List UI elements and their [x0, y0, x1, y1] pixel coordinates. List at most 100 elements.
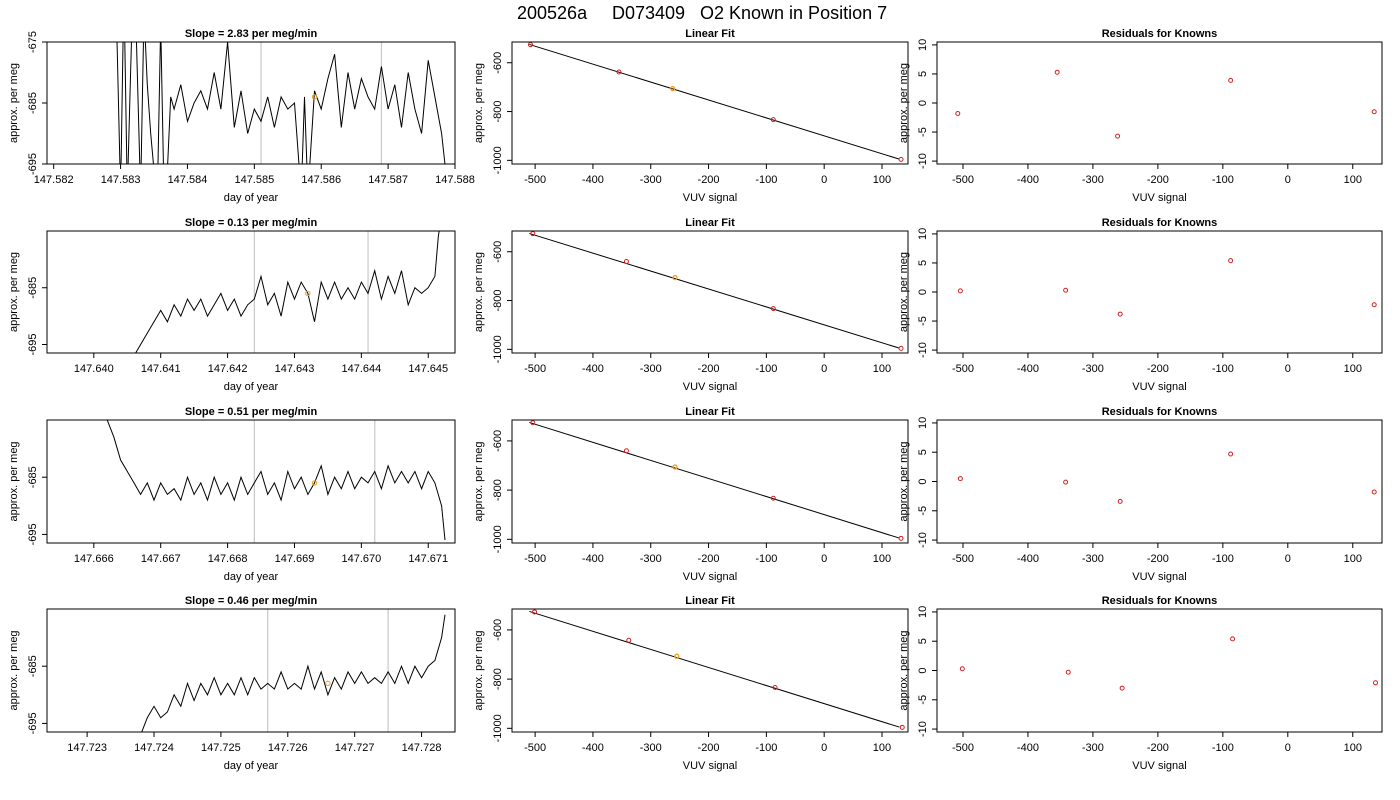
y-tick-label: -800	[492, 479, 504, 501]
panel-4-3: Residuals for Knowns-500 -400 -300 -200 -100…	[898, 595, 1383, 772]
x-tick-label: 100	[873, 363, 891, 375]
known-point	[1371, 489, 1377, 495]
y-tick-label: 0	[917, 100, 929, 106]
y-axis-label: approx. per meg	[8, 630, 20, 710]
fit-line	[529, 421, 900, 539]
plot-frame	[936, 608, 1383, 733]
y-tick-label: -800	[492, 101, 504, 123]
known-point	[770, 117, 776, 123]
sample-marker	[311, 480, 318, 486]
plot-frame	[511, 419, 909, 544]
known-point	[1063, 287, 1069, 293]
x-tick-label: -200	[698, 553, 720, 565]
known-point	[530, 231, 536, 237]
x-tick-label: -400	[582, 553, 604, 565]
x-tick-label: -500	[524, 174, 546, 186]
plot-data	[529, 420, 904, 541]
y-tick-label: -600	[492, 619, 504, 641]
known-point	[770, 306, 776, 312]
known-point	[1228, 451, 1234, 457]
x-tick-label: -200	[698, 363, 720, 375]
y-tick-label: -600	[492, 430, 504, 452]
x-tick-label: -400	[582, 174, 604, 186]
x-tick-label: 147.670	[341, 553, 381, 565]
x-tick-label: 147.584	[168, 174, 208, 186]
x-tick-label: 147.727	[335, 742, 375, 754]
plot-data	[141, 614, 446, 732]
x-tick-label: 147.724	[134, 742, 174, 754]
x-tick-label: -400	[1017, 363, 1039, 375]
y-tick-label: -695	[27, 333, 39, 355]
x-tick-label: -100	[1212, 553, 1234, 565]
panel-1-3: Residuals for Knowns-500 -400 -300 -200 -100…	[898, 28, 1383, 204]
x-tick-label: -300	[640, 553, 662, 565]
x-tick-label: -500	[952, 742, 974, 754]
known-point	[1371, 302, 1377, 308]
x-tick-label: -300	[640, 174, 662, 186]
known-point	[959, 666, 965, 672]
y-tick-label: 10	[917, 39, 929, 51]
known-point	[1230, 636, 1236, 642]
x-axis-label: day of year	[224, 571, 279, 583]
x-tick-label: -200	[698, 174, 720, 186]
known-point	[1054, 69, 1060, 75]
x-tick-label: -100	[755, 174, 777, 186]
x-tick-label: -500	[952, 553, 974, 565]
y-tick-label: -5	[917, 127, 929, 137]
x-tick-label: 0	[821, 174, 827, 186]
x-tick-label: 147.642	[208, 363, 248, 375]
panel-4-1: Slope = 0.46 per meg/min 147.723 147.724 14…	[8, 595, 456, 772]
trace-line	[135, 231, 440, 353]
trace-line	[141, 614, 446, 732]
x-tick-label: -200	[698, 742, 720, 754]
y-tick-label: -1000	[492, 146, 504, 174]
y-tick-label: -685	[27, 92, 39, 114]
known-point	[1117, 498, 1123, 504]
plot-data	[527, 42, 904, 162]
panel-3-2: Linear Fit-500 -400 -300 -200 -100 0 100-600-8…	[473, 406, 909, 583]
known-point	[1373, 680, 1379, 686]
x-tick-label: 147.669	[275, 553, 315, 565]
x-tick-label: 147.582	[34, 174, 74, 186]
x-axis-label: day of year	[224, 760, 279, 772]
panel-2-1: Slope = 0.13 per meg/min 147.640 147.641 14…	[8, 217, 456, 393]
x-tick-label: -100	[755, 363, 777, 375]
x-tick-label: 147.645	[408, 363, 448, 375]
x-tick-label: -100	[1212, 363, 1234, 375]
known-point	[957, 288, 963, 294]
plot-data	[529, 231, 904, 351]
y-tick-label: 5	[917, 449, 929, 455]
x-tick-label: -300	[1082, 742, 1104, 754]
trace-line	[106, 420, 446, 541]
x-tick-label: -500	[524, 742, 546, 754]
x-tick-label: -100	[1212, 174, 1234, 186]
x-axis-label: VUV signal	[683, 760, 737, 772]
y-tick-label: -10	[917, 532, 929, 548]
y-axis-label: approx. per meg	[8, 441, 20, 521]
panel-title: Linear Fit	[685, 217, 735, 229]
panel-3-3: Residuals for Knowns-500 -400 -300 -200 -100…	[898, 406, 1383, 583]
y-axis-label: approx. per meg	[473, 630, 485, 710]
x-axis-label: VUV signal	[683, 192, 737, 204]
x-tick-label: 147.588	[435, 174, 475, 186]
y-tick-label: -695	[27, 523, 39, 545]
x-tick-label: 147.585	[234, 174, 274, 186]
y-tick-label: 0	[917, 667, 929, 673]
y-tick-label: -10	[917, 153, 929, 169]
x-tick-label: -200	[1147, 363, 1169, 375]
y-axis-label: approx. per meg	[898, 252, 910, 332]
plot-frame	[46, 608, 456, 733]
fit-line	[529, 610, 900, 728]
y-tick-label: -1000	[492, 525, 504, 553]
figure-title-run-id: 200526a	[517, 3, 588, 23]
panel-title: Slope = 0.51 per meg/min	[185, 406, 318, 418]
sample-point	[670, 86, 676, 92]
x-tick-label: 147.723	[67, 742, 107, 754]
known-point	[899, 724, 905, 730]
plot-frame	[511, 41, 909, 165]
x-tick-label: -300	[640, 363, 662, 375]
y-tick-label: 10	[917, 228, 929, 240]
x-axis-label: VUV signal	[1132, 192, 1186, 204]
y-tick-label: -695	[27, 153, 39, 175]
known-point	[898, 156, 904, 162]
